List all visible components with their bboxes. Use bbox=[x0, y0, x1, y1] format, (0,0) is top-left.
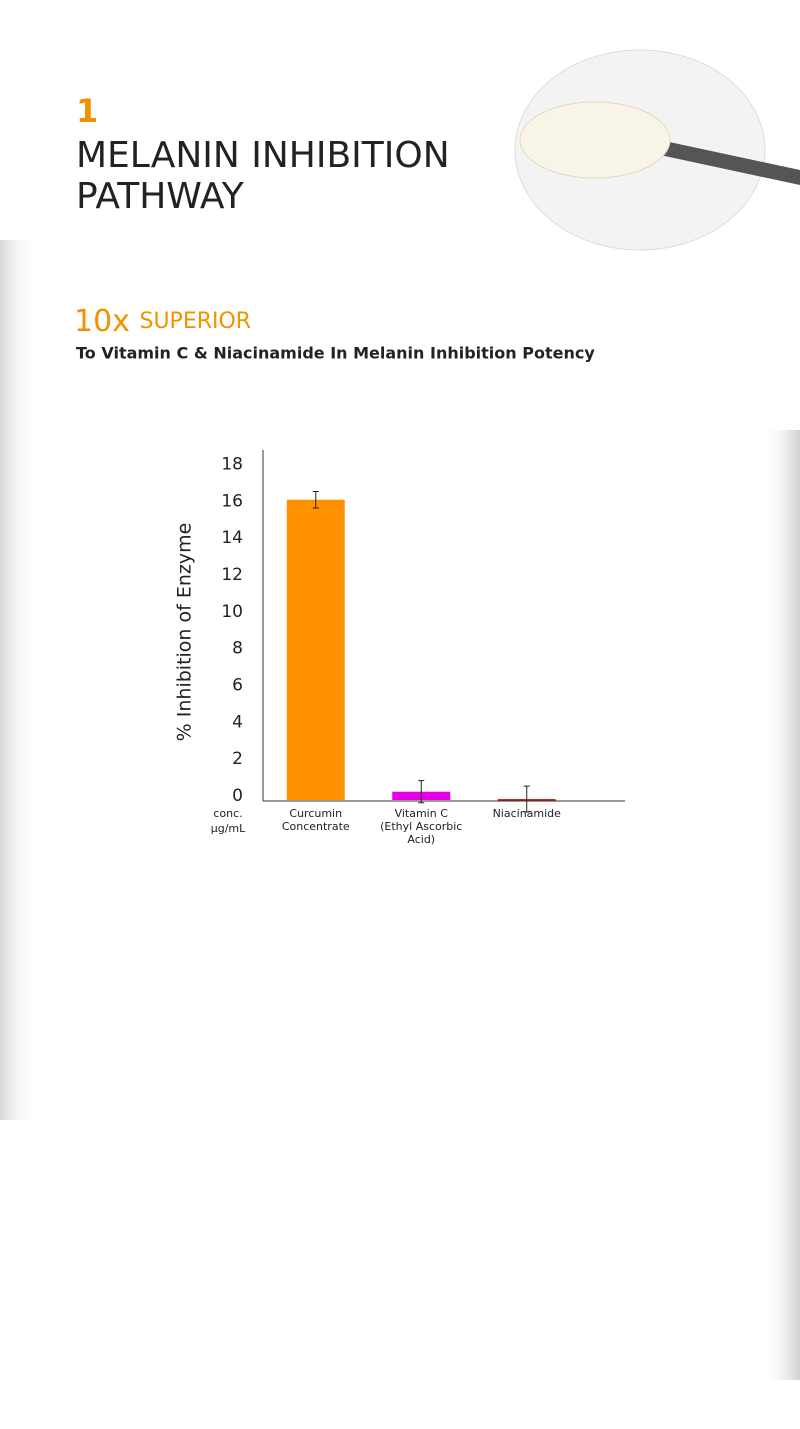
x-tick-label: Vitamin C bbox=[395, 807, 449, 820]
x-tick-label: Curcumin bbox=[289, 807, 342, 820]
headline: 10x SUPERIOR bbox=[74, 304, 251, 339]
x-axis-label: µg/mL bbox=[211, 822, 246, 835]
section-number: 1 bbox=[76, 92, 98, 130]
y-tick-label: 8 bbox=[232, 639, 243, 659]
y-tick-label: 10 bbox=[221, 602, 243, 622]
y-tick-label: 4 bbox=[232, 712, 243, 732]
subtitle: To Vitamin C & Niacinamide In Melanin In… bbox=[76, 344, 595, 363]
y-tick-label: 6 bbox=[232, 675, 243, 695]
section-title: PATHWAY bbox=[76, 176, 245, 217]
y-tick-label: 16 bbox=[221, 491, 243, 511]
bar bbox=[286, 499, 345, 800]
y-tick-label: 12 bbox=[221, 565, 243, 585]
error-bar bbox=[312, 490, 319, 509]
headline-rest: SUPERIOR bbox=[139, 309, 251, 334]
x-tick-label: Niacinamide bbox=[493, 807, 562, 820]
y-axis-label: % Inhibition of Enzyme bbox=[174, 523, 196, 742]
x-tick-label: Concentrate bbox=[282, 820, 350, 833]
y-tick-label: 0 bbox=[232, 786, 243, 806]
x-tick-label: (Ethyl Ascorbic bbox=[380, 820, 462, 833]
y-tick-label: 14 bbox=[221, 528, 243, 548]
x-tick-label: Acid) bbox=[407, 833, 435, 846]
headline-emphasis: 10x bbox=[74, 304, 130, 339]
y-tick-label: 2 bbox=[232, 749, 243, 769]
x-axis-label: conc. bbox=[213, 807, 242, 820]
section-title: MELANIN INHIBITION bbox=[76, 135, 450, 176]
right-decor bbox=[762, 430, 800, 1380]
spoon-image bbox=[514, 49, 800, 251]
error-bar bbox=[523, 785, 530, 813]
left-decor bbox=[0, 240, 38, 1120]
y-tick-label: 18 bbox=[221, 454, 243, 474]
error-bar bbox=[418, 780, 425, 804]
